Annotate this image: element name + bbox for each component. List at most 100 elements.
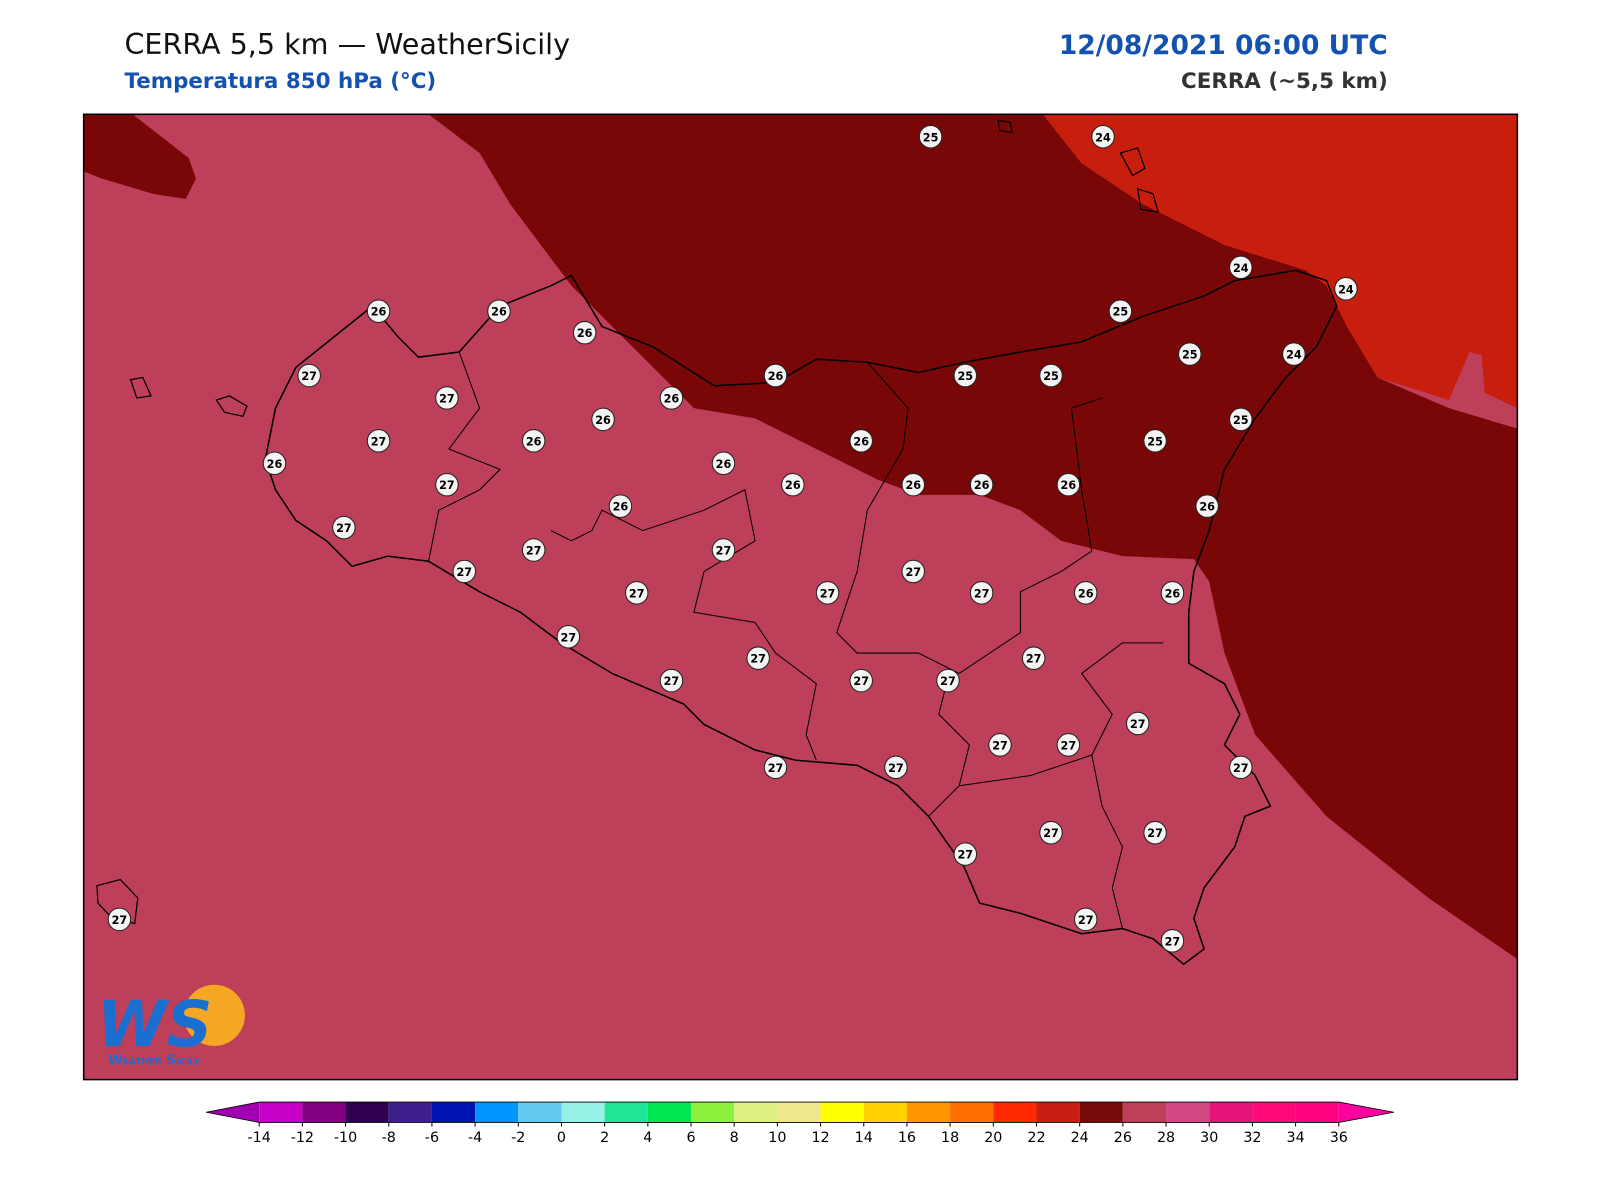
station-marker	[969, 472, 994, 497]
station-marker	[815, 581, 840, 605]
colorbar-segment	[1252, 1102, 1296, 1123]
colorbar-segment	[1295, 1102, 1339, 1123]
colorbar-tick-label: 26	[1114, 1130, 1132, 1146]
station-marker	[1160, 581, 1185, 605]
station-marker	[936, 668, 960, 693]
station-marker	[1056, 472, 1081, 497]
colorbar-tick-label: 24	[1071, 1130, 1089, 1146]
station-label: 27	[629, 587, 645, 600]
station-marker	[711, 538, 736, 562]
station-marker	[297, 363, 321, 388]
station-marker	[711, 451, 736, 475]
station-marker	[262, 451, 287, 475]
station-marker	[746, 646, 770, 670]
station-label: 27	[888, 762, 904, 775]
field-22-24	[1042, 114, 1518, 409]
colorbar-tick-label: -10	[334, 1130, 357, 1146]
station-marker	[1143, 429, 1167, 453]
station-label: 26	[1199, 501, 1215, 514]
map-frame	[82, 113, 1519, 1081]
stations: 25 24 24 24 26 26 26 25 27 26 25 25 25 24 27 26 26 25 27 26…	[107, 125, 1358, 953]
station-label: 26	[974, 479, 990, 492]
station-marker	[435, 386, 459, 410]
logo-mark: WS	[97, 987, 212, 1061]
station-label: 27	[664, 675, 680, 688]
station-label: 27	[371, 435, 387, 448]
station-marker	[1229, 407, 1253, 432]
station-marker	[918, 125, 943, 149]
station-label: 27	[1233, 762, 1249, 775]
coastline	[264, 269, 1338, 966]
field-24-26	[83, 114, 196, 199]
logo-sun	[183, 984, 245, 1046]
station-label: 26	[1061, 479, 1077, 492]
station-label: 27	[1078, 914, 1094, 927]
colorbar-segment	[647, 1102, 692, 1123]
colorbar-tick-label: -6	[425, 1130, 439, 1146]
colorbar-segment	[1209, 1102, 1253, 1123]
colorbar-tick-label: 4	[643, 1130, 652, 1146]
colorbar-tick-label: -8	[382, 1130, 396, 1146]
station-marker	[625, 581, 649, 605]
station-marker	[1195, 494, 1219, 518]
station-marker	[1021, 646, 1046, 670]
station-marker	[1073, 907, 1098, 932]
field-24-26	[428, 114, 1518, 960]
station-label: 24	[1338, 283, 1354, 296]
station-marker	[1160, 929, 1185, 953]
station-marker	[591, 407, 615, 432]
station-label: 26	[664, 392, 680, 405]
colorbar-over	[1338, 1102, 1394, 1123]
colorbar-tick-label: 16	[898, 1130, 916, 1146]
station-label: 27	[768, 762, 784, 775]
station-label: 26	[577, 327, 593, 340]
colorbar-segment	[734, 1102, 778, 1123]
colorbar-segment	[993, 1102, 1037, 1123]
station-marker	[1039, 820, 1063, 845]
station-marker	[953, 363, 978, 388]
colorbar-segment	[604, 1102, 648, 1123]
colorbar-segment	[431, 1102, 476, 1123]
colorbar-segment	[259, 1102, 303, 1123]
station-marker	[763, 363, 788, 388]
station-label: 24	[1233, 262, 1249, 275]
province-borders	[428, 351, 1164, 929]
colorbar-segment	[820, 1102, 864, 1123]
station-marker	[366, 299, 391, 323]
station-marker	[521, 429, 546, 453]
islands	[96, 119, 1160, 925]
station-marker	[988, 733, 1012, 757]
colorbar-segment	[345, 1102, 389, 1123]
station-label: 26	[905, 479, 921, 492]
station-label: 27	[456, 566, 472, 579]
station-label: 27	[957, 849, 973, 862]
station-label: 27	[1165, 935, 1181, 948]
colorbar-tick-label: 32	[1243, 1130, 1261, 1146]
station-label: 25	[1147, 435, 1163, 448]
station-marker	[366, 429, 391, 453]
station-label: 27	[974, 587, 990, 600]
station-marker	[901, 472, 925, 497]
station-label: 26	[1078, 587, 1094, 600]
station-label: 27	[301, 370, 317, 383]
station-label: 27	[853, 675, 869, 688]
station-marker	[452, 559, 477, 584]
station-marker	[1056, 733, 1081, 757]
station-marker	[1039, 363, 1063, 388]
station-marker	[659, 386, 684, 410]
station-label: 25	[1233, 414, 1249, 427]
map: 25 24 24 24 26 26 26 25 27 26 25 25 25 24 27 26 26 25 27 26…	[83, 114, 1518, 1080]
station-label: 27	[1130, 718, 1146, 731]
colorbar-tick-label: 8	[730, 1130, 739, 1146]
station-label: 26	[785, 479, 801, 492]
station-label: 24	[1095, 131, 1111, 144]
station-marker	[969, 581, 994, 605]
logo: WS Weather Sicily	[97, 984, 245, 1068]
station-label: 27	[526, 545, 542, 558]
colorbar-tick-label: 2	[600, 1130, 609, 1146]
colorbar-tick-label: 28	[1157, 1130, 1175, 1146]
colorbar-segment	[388, 1102, 432, 1123]
station-marker	[849, 429, 873, 453]
logo-text: Weather Sicily	[108, 1053, 201, 1068]
